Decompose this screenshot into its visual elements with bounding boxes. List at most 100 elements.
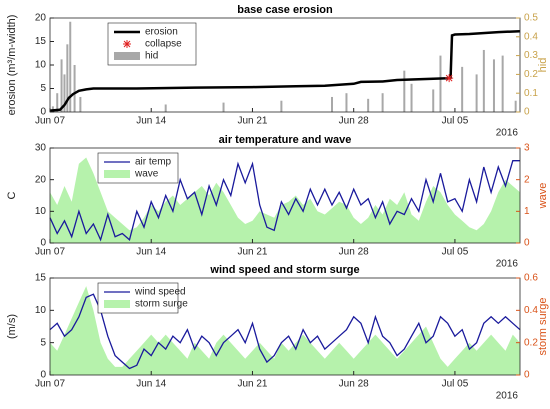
y2-tick-label: 0 — [524, 238, 530, 249]
x-tick-label: Jun 21 — [237, 116, 267, 127]
y-tick-label: 20 — [35, 174, 47, 185]
panel-title: wind speed and storm surge — [209, 264, 359, 276]
x-tick-label: Jun 14 — [136, 247, 166, 258]
bar — [63, 74, 66, 112]
legend-swatch — [104, 170, 130, 178]
panel: wind speed and storm surge 0 5 10 15 0 0.2 0.4 0… — [6, 264, 549, 402]
panel-title: air temperature and wave — [219, 134, 352, 146]
y-axis-label: (m/s) — [6, 314, 18, 339]
x-tick-label: Jun 14 — [136, 116, 166, 127]
x-tick-label: Jun 28 — [339, 379, 369, 390]
bar — [79, 96, 82, 112]
y2-tick-label: 0.5 — [524, 13, 538, 24]
x-tick-label: Jul 05 — [442, 247, 469, 258]
y2-tick-label: 1 — [524, 206, 530, 217]
y2-axis-label: wave — [537, 183, 549, 210]
axes-box — [49, 277, 521, 376]
x-tick-label: Jun 14 — [136, 379, 166, 390]
bar — [475, 74, 478, 112]
x-tick-label: Jul 05 — [442, 116, 469, 127]
y-axis-label: erosion (m³/m-width) — [6, 15, 18, 116]
panel: base case erosion 0 5 10 15 20 0 0.1 0.2 0.3 0.4 0.… — [6, 4, 549, 139]
legend-label: collapse — [145, 39, 182, 50]
x-tick-label: Jun 21 — [237, 247, 267, 258]
area — [50, 286, 520, 375]
x-tick-label: Jun 28 — [339, 116, 369, 127]
bar — [69, 21, 72, 112]
bar — [66, 44, 69, 112]
bar — [514, 100, 517, 112]
bar — [60, 59, 63, 112]
y-tick-label: 20 — [35, 13, 47, 24]
panel: air temperature and wave 0 10 20 30 0 1 2 3 Jun 0… — [6, 134, 549, 270]
y2-tick-label: 0.4 — [524, 305, 538, 316]
legend-label: wave — [134, 169, 159, 180]
x-tick-label: Jun 21 — [237, 379, 267, 390]
line — [49, 293, 521, 370]
line — [49, 29, 521, 112]
y2-tick-label: 0.2 — [524, 69, 538, 80]
y2-tick-label: 0.2 — [524, 337, 538, 348]
y-axis-label: C — [6, 191, 18, 199]
y2-tick-label: 0.6 — [524, 273, 538, 284]
y-tick-label: 0 — [40, 107, 46, 118]
legend-swatch — [123, 40, 131, 48]
y-tick-label: 15 — [35, 36, 47, 47]
bar — [482, 49, 485, 112]
bar — [461, 66, 464, 112]
bar — [410, 83, 413, 112]
line — [49, 160, 520, 242]
year-label: 2016 — [496, 391, 519, 402]
bar — [331, 96, 333, 112]
legend-swatch — [114, 52, 140, 60]
y2-tick-label: 0.3 — [524, 50, 538, 61]
x-tick-label: Jun 07 — [35, 379, 65, 390]
bar — [381, 93, 384, 112]
legend-label: wind speed — [134, 287, 186, 298]
x-tick-label: Jun 07 — [35, 116, 65, 127]
legend-label: hid — [145, 51, 158, 62]
y-tick-label: 5 — [40, 83, 46, 94]
area — [50, 157, 520, 243]
bar — [345, 93, 348, 112]
y-tick-label: 10 — [35, 206, 47, 217]
y2-tick-label: 3 — [524, 143, 530, 154]
y-tick-label: 10 — [35, 305, 47, 316]
y2-tick-label: 0 — [524, 107, 530, 118]
x-tick-label: Jul 05 — [442, 379, 469, 390]
x-tick-label: Jun 07 — [35, 247, 65, 258]
y2-tick-label: 2 — [524, 174, 530, 185]
legend-label: air temp — [135, 157, 172, 168]
y2-tick-label: 0.4 — [524, 31, 538, 42]
bar — [164, 104, 167, 112]
year-label: 2016 — [496, 259, 519, 270]
year-label: 2016 — [496, 128, 519, 139]
y2-axis-label: hid — [537, 58, 549, 73]
bar — [367, 98, 370, 112]
y-tick-label: 0 — [40, 238, 46, 249]
bar — [222, 102, 225, 112]
y2-tick-label: 0 — [524, 370, 530, 381]
bar — [280, 100, 283, 112]
marker — [445, 74, 454, 83]
axes-box — [49, 147, 521, 244]
x-tick-label: Jun 28 — [339, 247, 369, 258]
bar — [492, 59, 495, 112]
legend-label: erosion — [145, 27, 178, 38]
y2-tick-label: 0.1 — [524, 88, 538, 99]
bar — [403, 70, 406, 112]
y-tick-label: 0 — [40, 370, 46, 381]
y-tick-label: 5 — [40, 337, 46, 348]
y-tick-label: 15 — [35, 273, 47, 284]
bar — [73, 65, 76, 112]
y-tick-label: 30 — [35, 143, 47, 154]
bar — [432, 89, 435, 112]
bar — [439, 55, 442, 112]
bar — [501, 55, 504, 112]
bar — [56, 93, 59, 112]
y2-axis-label: storm surge — [537, 297, 549, 355]
legend-label: storm surge — [135, 299, 188, 310]
y-tick-label: 10 — [35, 60, 47, 71]
panel-title: base case erosion — [237, 4, 333, 16]
